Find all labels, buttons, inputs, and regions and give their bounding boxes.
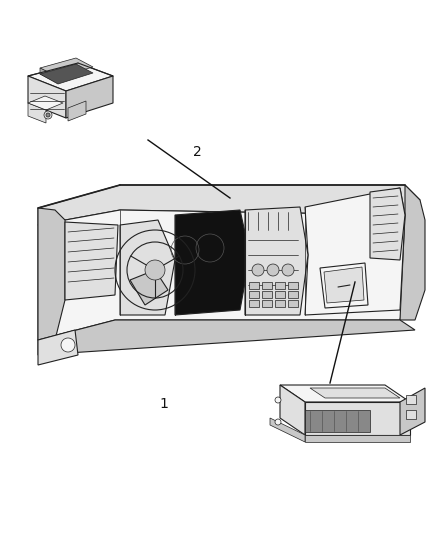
FancyBboxPatch shape: [288, 282, 298, 289]
Polygon shape: [130, 270, 168, 305]
FancyBboxPatch shape: [249, 282, 259, 289]
Polygon shape: [28, 63, 113, 91]
FancyBboxPatch shape: [262, 291, 272, 298]
Polygon shape: [400, 185, 425, 320]
Polygon shape: [324, 267, 364, 303]
Polygon shape: [40, 58, 93, 77]
Polygon shape: [38, 208, 65, 340]
Circle shape: [44, 111, 52, 119]
Circle shape: [252, 264, 264, 276]
Polygon shape: [175, 210, 250, 315]
Polygon shape: [120, 220, 175, 315]
Polygon shape: [305, 402, 410, 435]
Text: 1: 1: [160, 397, 169, 411]
Polygon shape: [320, 263, 368, 308]
Polygon shape: [280, 385, 305, 435]
Polygon shape: [28, 76, 66, 118]
Polygon shape: [305, 435, 410, 442]
FancyBboxPatch shape: [275, 282, 285, 289]
FancyBboxPatch shape: [275, 300, 285, 307]
Polygon shape: [28, 103, 46, 123]
Circle shape: [46, 113, 50, 117]
Polygon shape: [270, 418, 305, 442]
Polygon shape: [38, 210, 415, 340]
Circle shape: [61, 338, 75, 352]
Polygon shape: [28, 96, 63, 110]
FancyBboxPatch shape: [288, 291, 298, 298]
Circle shape: [267, 264, 279, 276]
Polygon shape: [65, 222, 118, 300]
Circle shape: [275, 397, 281, 403]
FancyBboxPatch shape: [406, 395, 416, 404]
FancyBboxPatch shape: [249, 291, 259, 298]
Polygon shape: [40, 64, 93, 84]
Text: 2: 2: [193, 145, 201, 159]
Polygon shape: [38, 320, 415, 355]
FancyBboxPatch shape: [262, 300, 272, 307]
Polygon shape: [245, 207, 308, 315]
Polygon shape: [38, 185, 420, 225]
Polygon shape: [68, 101, 86, 121]
Circle shape: [275, 419, 281, 425]
Polygon shape: [305, 410, 370, 432]
Polygon shape: [280, 385, 410, 402]
Polygon shape: [66, 76, 113, 118]
Polygon shape: [400, 388, 425, 435]
FancyBboxPatch shape: [262, 282, 272, 289]
Polygon shape: [310, 388, 400, 398]
Circle shape: [145, 260, 165, 280]
FancyBboxPatch shape: [406, 410, 416, 419]
Polygon shape: [40, 68, 58, 83]
Polygon shape: [370, 188, 405, 260]
FancyBboxPatch shape: [275, 291, 285, 298]
Polygon shape: [38, 330, 78, 365]
FancyBboxPatch shape: [249, 300, 259, 307]
Polygon shape: [305, 188, 405, 315]
Circle shape: [282, 264, 294, 276]
FancyBboxPatch shape: [288, 300, 298, 307]
